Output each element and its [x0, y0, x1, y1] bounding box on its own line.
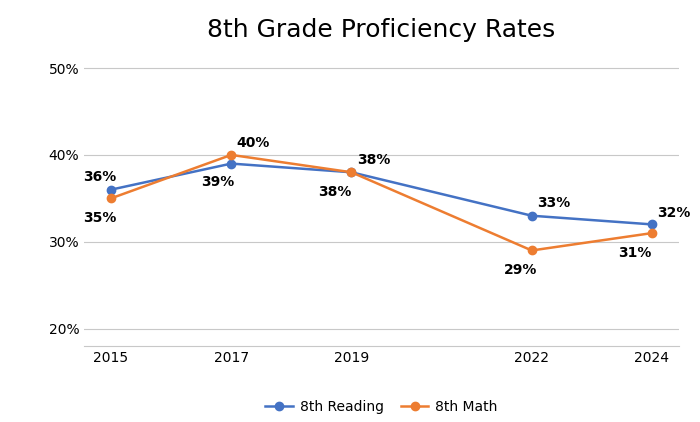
8th Reading	[648, 222, 656, 227]
Text: 31%: 31%	[619, 246, 652, 260]
8th Reading	[528, 213, 536, 218]
Text: 38%: 38%	[318, 185, 351, 199]
8th Math	[528, 248, 536, 253]
8th Reading	[347, 170, 356, 175]
Text: 40%: 40%	[237, 135, 270, 149]
8th Reading	[227, 161, 235, 166]
Text: 32%: 32%	[657, 206, 691, 220]
8th Math	[227, 152, 235, 157]
Line: 8th Reading: 8th Reading	[107, 160, 656, 229]
8th Math	[107, 196, 116, 201]
8th Math	[347, 170, 356, 175]
Text: 38%: 38%	[357, 153, 391, 167]
Text: 33%: 33%	[538, 196, 570, 211]
Title: 8th Grade Proficiency Rates: 8th Grade Proficiency Rates	[207, 18, 556, 42]
Line: 8th Math: 8th Math	[107, 151, 656, 254]
Legend: 8th Reading, 8th Math: 8th Reading, 8th Math	[260, 394, 503, 419]
8th Math	[648, 230, 656, 235]
Text: 29%: 29%	[504, 263, 538, 277]
Text: 36%: 36%	[83, 170, 116, 184]
Text: 39%: 39%	[201, 175, 234, 189]
8th Reading	[107, 187, 116, 192]
Text: 35%: 35%	[83, 211, 117, 225]
